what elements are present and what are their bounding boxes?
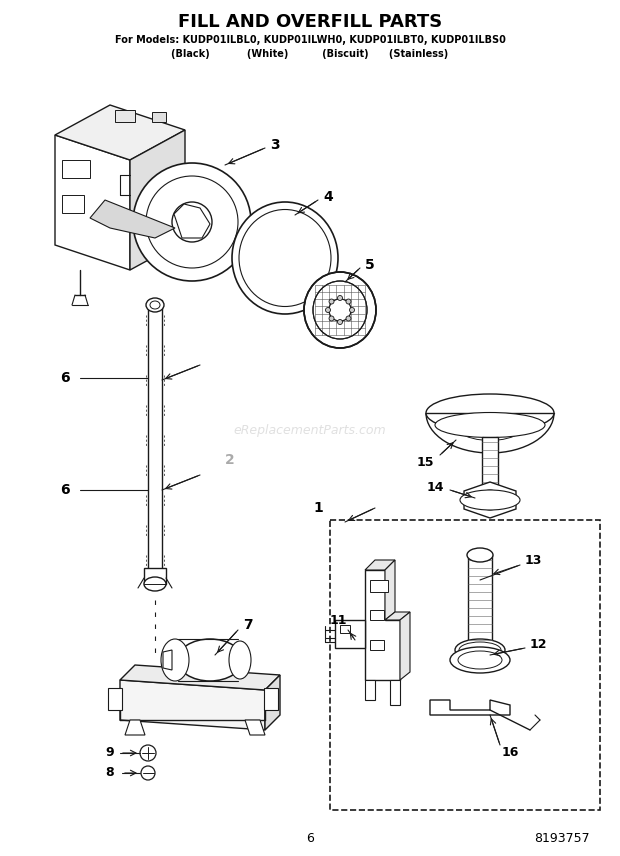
Bar xyxy=(335,620,365,648)
Text: (Black)           (White)          (Biscuit)      (Stainless): (Black) (White) (Biscuit) (Stainless) xyxy=(171,49,449,59)
Text: 4: 4 xyxy=(323,190,333,204)
Bar xyxy=(370,610,384,620)
Text: 6: 6 xyxy=(60,483,70,497)
Ellipse shape xyxy=(435,413,545,437)
Text: 1: 1 xyxy=(313,501,323,515)
Polygon shape xyxy=(430,700,510,715)
Ellipse shape xyxy=(329,299,351,321)
Bar xyxy=(370,580,388,592)
Text: 2: 2 xyxy=(225,453,235,467)
Bar xyxy=(330,520,600,810)
Circle shape xyxy=(346,299,351,304)
Bar xyxy=(152,112,166,122)
Bar xyxy=(62,160,90,178)
Ellipse shape xyxy=(146,298,164,312)
Text: 13: 13 xyxy=(525,554,542,567)
Ellipse shape xyxy=(458,651,502,669)
Bar xyxy=(108,688,122,710)
Circle shape xyxy=(329,316,334,321)
Ellipse shape xyxy=(455,639,505,661)
Ellipse shape xyxy=(450,647,510,673)
Bar xyxy=(148,300,162,570)
Text: 7: 7 xyxy=(243,618,253,632)
Ellipse shape xyxy=(161,639,189,681)
Polygon shape xyxy=(174,204,210,238)
Polygon shape xyxy=(245,720,265,735)
Circle shape xyxy=(346,316,351,321)
Ellipse shape xyxy=(144,577,166,591)
Text: 3: 3 xyxy=(270,138,280,152)
Ellipse shape xyxy=(232,202,338,314)
Ellipse shape xyxy=(177,639,242,681)
Polygon shape xyxy=(385,612,410,620)
Text: 14: 14 xyxy=(427,480,444,494)
Circle shape xyxy=(329,299,334,304)
Circle shape xyxy=(326,307,330,312)
Ellipse shape xyxy=(133,163,251,281)
Ellipse shape xyxy=(467,548,493,562)
Polygon shape xyxy=(464,482,516,518)
Text: 11: 11 xyxy=(329,614,347,627)
Bar xyxy=(62,195,84,213)
Polygon shape xyxy=(130,130,185,270)
Text: 8193757: 8193757 xyxy=(534,831,590,845)
Polygon shape xyxy=(120,665,280,690)
Circle shape xyxy=(141,766,155,780)
Polygon shape xyxy=(385,560,395,620)
Polygon shape xyxy=(163,650,172,670)
Bar xyxy=(115,110,135,122)
Text: 5: 5 xyxy=(365,258,375,272)
Ellipse shape xyxy=(229,641,251,679)
Polygon shape xyxy=(265,675,280,730)
Text: 9: 9 xyxy=(105,746,114,759)
Text: 16: 16 xyxy=(502,746,519,759)
Text: 6: 6 xyxy=(60,371,70,385)
Polygon shape xyxy=(125,720,145,735)
Text: 12: 12 xyxy=(529,639,547,651)
Bar xyxy=(340,625,350,633)
Text: eReplacementParts.com: eReplacementParts.com xyxy=(234,424,386,437)
Polygon shape xyxy=(365,570,400,680)
Ellipse shape xyxy=(426,394,554,432)
Ellipse shape xyxy=(313,281,367,339)
Ellipse shape xyxy=(172,202,212,242)
Text: FILL AND OVERFILL PARTS: FILL AND OVERFILL PARTS xyxy=(178,13,442,31)
Ellipse shape xyxy=(146,176,238,268)
Polygon shape xyxy=(365,680,375,700)
Ellipse shape xyxy=(460,490,520,510)
Bar xyxy=(144,568,166,584)
Polygon shape xyxy=(90,200,175,238)
Bar xyxy=(468,555,492,655)
Text: 6: 6 xyxy=(306,831,314,845)
Circle shape xyxy=(350,307,355,312)
Polygon shape xyxy=(55,135,130,270)
Text: For Models: KUDP01ILBL0, KUDP01ILWH0, KUDP01ILBT0, KUDP01ILBS0: For Models: KUDP01ILBL0, KUDP01ILWH0, KU… xyxy=(115,35,505,45)
Circle shape xyxy=(140,745,156,761)
Polygon shape xyxy=(400,612,410,680)
Bar xyxy=(264,688,278,710)
Bar xyxy=(370,640,384,650)
Polygon shape xyxy=(55,105,185,160)
Polygon shape xyxy=(365,560,395,570)
Ellipse shape xyxy=(459,642,501,658)
Polygon shape xyxy=(120,680,265,730)
Ellipse shape xyxy=(239,210,331,306)
Bar xyxy=(482,437,498,490)
Circle shape xyxy=(337,295,342,300)
Ellipse shape xyxy=(304,272,376,348)
Text: 8: 8 xyxy=(105,766,114,780)
Polygon shape xyxy=(390,680,400,705)
Circle shape xyxy=(337,319,342,324)
Ellipse shape xyxy=(329,299,351,321)
Text: 15: 15 xyxy=(416,455,434,468)
Circle shape xyxy=(480,490,500,510)
Ellipse shape xyxy=(150,301,160,309)
